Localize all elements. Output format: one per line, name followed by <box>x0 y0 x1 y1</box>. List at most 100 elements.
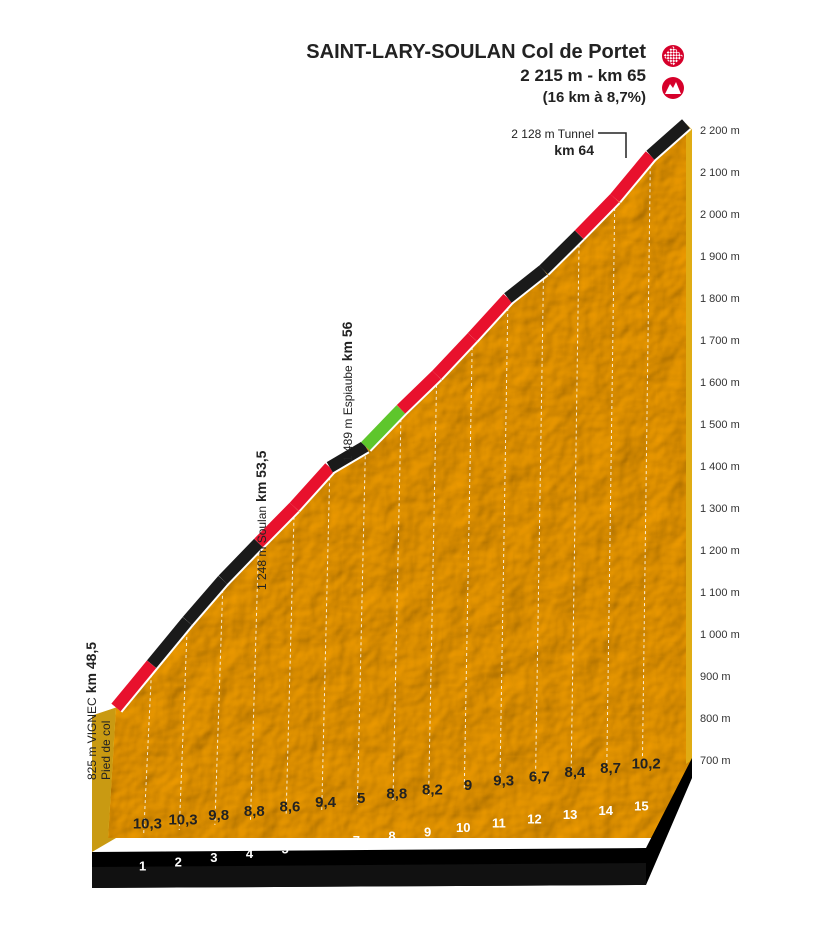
annotation-soulan-label: 1 248 m Soulan km 53,5 <box>253 450 269 590</box>
km-gridline <box>143 668 153 836</box>
km-gridline <box>285 510 295 816</box>
x-tick-label: 4 <box>246 846 254 861</box>
y-tick-label: 1 400 m <box>700 461 740 473</box>
y-tick-label: 1 100 m <box>700 587 740 599</box>
gradient-label: 5 <box>357 790 365 807</box>
gradient-label: 8,7 <box>600 760 621 777</box>
gradient-label: 10,2 <box>632 756 661 773</box>
km-gridline <box>392 413 402 801</box>
annotation-tunnel-km: km 64 <box>554 142 594 158</box>
terrain-right-side <box>686 123 692 764</box>
road-segment <box>432 332 477 379</box>
road-segment <box>289 463 335 511</box>
y-tick-label: 1 300 m <box>700 503 740 515</box>
road-segment <box>646 119 690 160</box>
road-segment <box>539 230 584 275</box>
y-tick-label: 1 700 m <box>700 335 740 347</box>
road-segment <box>254 502 299 548</box>
road-segment <box>218 538 263 584</box>
km-gridline <box>214 583 224 826</box>
road-segment <box>396 370 441 414</box>
annotation-espiaube: 1 489 m Espiaube km 56 <box>339 321 355 462</box>
annotation-espiaube-km: km 56 <box>339 321 355 361</box>
summit-title: SAINT-LARY-SOULAN Col de Portet <box>306 41 646 63</box>
road-segment <box>146 617 192 669</box>
annotation-vignec-text: 825 m VIGNEC <box>85 697 99 780</box>
x-tick-label: 6 <box>317 837 324 852</box>
road-segment <box>361 405 406 451</box>
gradient-label: 8,2 <box>422 781 443 798</box>
gradient-label: 9,8 <box>208 807 229 824</box>
gradient-label: 8,4 <box>565 764 587 781</box>
km-gridline <box>606 202 616 771</box>
y-tick-label: 700 m <box>700 755 731 767</box>
km-gridline <box>641 159 651 766</box>
y-tick-label: 900 m <box>700 671 731 683</box>
terrain-layer <box>92 123 692 852</box>
x-tick-label: 11 <box>492 816 506 831</box>
base-band-top <box>92 758 692 888</box>
km-gridline <box>463 341 473 791</box>
waypoint-annotations: 825 m VIGNEC km 48,5 Pied de col 1 248 m So… <box>83 127 627 780</box>
checkered-flag-icon <box>662 45 684 67</box>
mountain-icon <box>662 77 684 99</box>
y-tick-label: 2 200 m <box>700 125 740 137</box>
summit-header: SAINT-LARY-SOULAN Col de Portet 2 215 m -… <box>306 41 646 106</box>
x-tick-label: 10 <box>456 820 470 835</box>
km-gridlines <box>143 159 651 836</box>
x-tick-label: 7 <box>353 833 360 848</box>
x-tick-label: 9 <box>424 824 431 839</box>
km-gridline <box>356 450 366 806</box>
gradient-label: 9,4 <box>315 794 337 811</box>
gradient-label: 8,8 <box>386 786 407 803</box>
x-tick-label: 8 <box>388 829 395 844</box>
x-tick-label: 5 <box>282 842 289 857</box>
annotation-soulan-km: km 53,5 <box>253 450 269 502</box>
x-tick-label: 1 <box>139 859 146 874</box>
base-band <box>92 758 692 888</box>
x-tick-label: 2 <box>175 854 182 869</box>
gradient-label: 10,3 <box>168 811 197 828</box>
annotation-tunnel-label: 2 128 m Tunnel <box>511 127 594 141</box>
annotation-vignec-km: km 48,5 <box>83 642 99 694</box>
summit-info: 2 215 m - km 65 <box>520 66 646 85</box>
y-axis-labels: 700 m 800 m 900 m 1 000 m 1 100 m 1 200 m 1 30… <box>700 125 740 767</box>
road-segment <box>111 660 157 712</box>
annotation-soulan: 1 248 m Soulan km 53,5 <box>253 450 269 590</box>
x-tick-label: 14 <box>599 803 614 818</box>
km-gridline <box>499 301 509 786</box>
road-segment <box>467 293 513 342</box>
y-tick-label: 2 100 m <box>700 167 740 179</box>
road-segment <box>504 265 548 303</box>
annotation-tunnel-leader <box>598 132 627 158</box>
x-tick-label: 12 <box>527 811 541 826</box>
annotation-vignec-label: 825 m VIGNEC km 48,5 <box>83 642 99 780</box>
annotation-soulan-text: 1 248 m Soulan <box>255 506 269 590</box>
road-segment <box>610 151 655 202</box>
x-tick-label: 3 <box>210 850 217 865</box>
road-segment <box>574 193 620 239</box>
annotation-vignec-sub: Pied de col <box>99 721 113 780</box>
road-profile-line <box>109 117 692 713</box>
x-tick-label: 13 <box>563 807 577 822</box>
y-tick-label: 1 000 m <box>700 629 740 641</box>
gradient-label: 8,8 <box>244 803 265 820</box>
km-gridline <box>321 471 331 811</box>
annotation-espiaube-text: 1 489 m Espiaube <box>341 365 355 462</box>
x-tick-label: 15 <box>634 799 648 814</box>
summit-gradient: (16 km à 8,7%) <box>543 89 646 106</box>
km-gridline <box>535 273 544 781</box>
x-axis-labels: 1 2 3 4 5 6 7 8 9 10 11 12 13 14 15 <box>139 799 649 874</box>
gradient-label: 8,6 <box>280 799 301 816</box>
y-tick-label: 1 800 m <box>700 293 740 305</box>
y-tick-label: 1 600 m <box>700 377 740 389</box>
summit-name: SAINT-LARY-SOULAN <box>306 41 515 63</box>
annotation-espiaube-label: 1 489 m Espiaube km 56 <box>339 321 355 462</box>
y-tick-label: 1 500 m <box>700 419 740 431</box>
y-tick-label: 2 000 m <box>700 209 740 221</box>
km-gridline <box>178 624 188 831</box>
road-segment <box>182 575 228 625</box>
base-band-front <box>92 863 646 888</box>
gradient-label: 9 <box>464 777 472 794</box>
